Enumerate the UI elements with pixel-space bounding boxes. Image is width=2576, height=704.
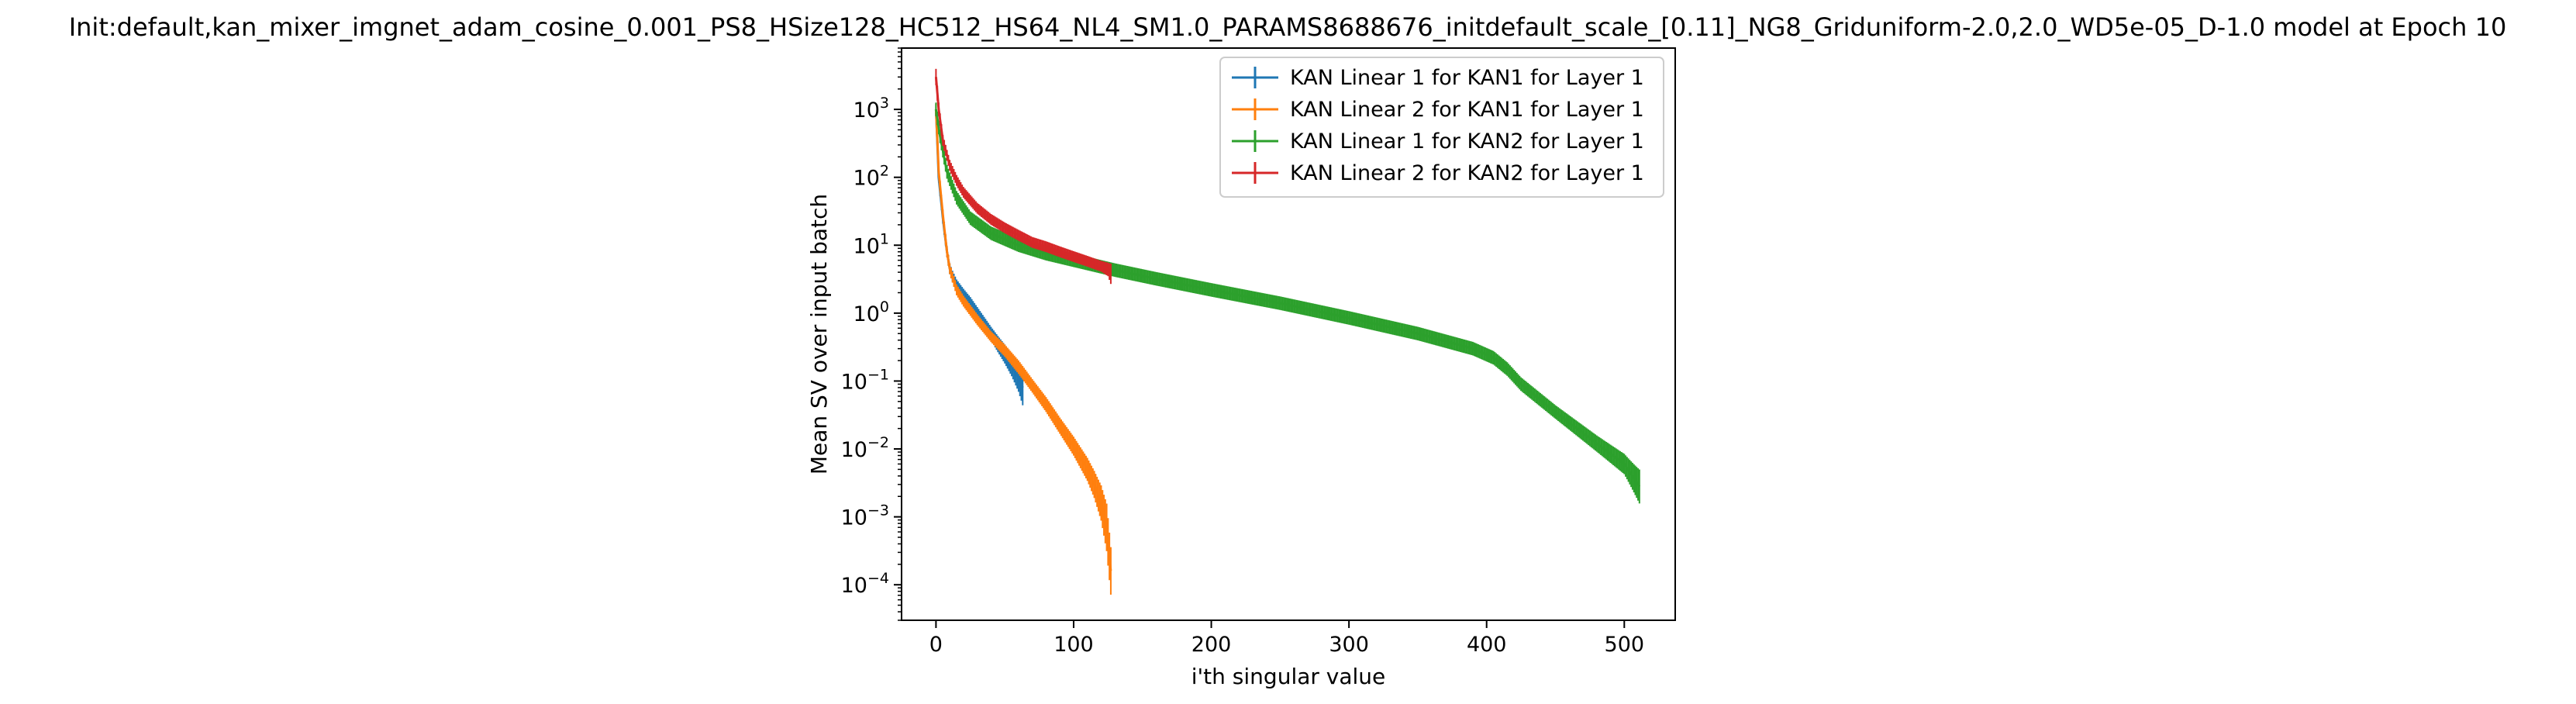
x-axis: 0 100 200 300 400 500 [929, 620, 1644, 657]
y-axis: 10−4 10−3 10−2 10−1 100 101 102 103 [841, 47, 902, 621]
series-2-errorbars [935, 104, 1112, 595]
legend-label: KAN Linear 1 for KAN1 for Layer 1 [1290, 66, 1644, 90]
series-4 [934, 68, 1112, 285]
y-tick-label: 101 [853, 230, 889, 258]
y-tick-label: 102 [853, 163, 889, 191]
series-1-line [934, 109, 1024, 388]
legend-box [1219, 57, 1664, 198]
series-2 [934, 104, 1112, 595]
y-tick-label: 103 [853, 95, 889, 123]
x-tick-label: 0 [929, 633, 943, 657]
legend-label: KAN Linear 2 for KAN2 for Layer 1 [1290, 161, 1644, 185]
x-tick-label: 500 [1605, 633, 1645, 657]
y-axis-label: Mean SV over input batch [806, 194, 832, 475]
legend-label: KAN Linear 2 for KAN1 for Layer 1 [1290, 98, 1644, 122]
y-tick-label: 10−4 [841, 570, 889, 598]
series-layer [934, 68, 1641, 595]
legend-item: KAN Linear 1 for KAN2 for Layer 1 [1232, 129, 1644, 154]
y-tick-label: 10−2 [841, 434, 889, 462]
x-axis-label: i'th singular value [1191, 664, 1386, 689]
series-3 [934, 102, 1641, 504]
legend-item: KAN Linear 2 for KAN1 for Layer 1 [1232, 98, 1644, 122]
legend-label: KAN Linear 1 for KAN2 for Layer 1 [1290, 129, 1644, 154]
x-tick-label: 100 [1054, 633, 1094, 657]
legend-items: KAN Linear 1 for KAN1 for Layer 1 KAN Lin… [1232, 66, 1644, 185]
legend-item: KAN Linear 1 for KAN1 for Layer 1 [1232, 66, 1644, 90]
y-tick-label: 100 [853, 299, 889, 326]
x-tick-label: 200 [1191, 633, 1232, 657]
x-tick-label: 300 [1329, 633, 1369, 657]
series-3-errorbars [935, 102, 1640, 504]
y-tick-label: 10−3 [841, 502, 889, 530]
series-2-line [934, 109, 1112, 571]
series-4-line [934, 77, 1112, 274]
y-tick-label: 10−1 [841, 366, 889, 394]
legend: KAN Linear 1 for KAN1 for Layer 1 KAN Lin… [1219, 57, 1664, 198]
series-3-line [934, 109, 1641, 488]
x-tick-label: 400 [1467, 633, 1507, 657]
chart-title: Init:default,kan_mixer_imgnet_adam_cosin… [69, 12, 2507, 42]
plot-frame [901, 47, 1676, 621]
legend-item: KAN Linear 2 for KAN2 for Layer 1 [1232, 161, 1644, 185]
